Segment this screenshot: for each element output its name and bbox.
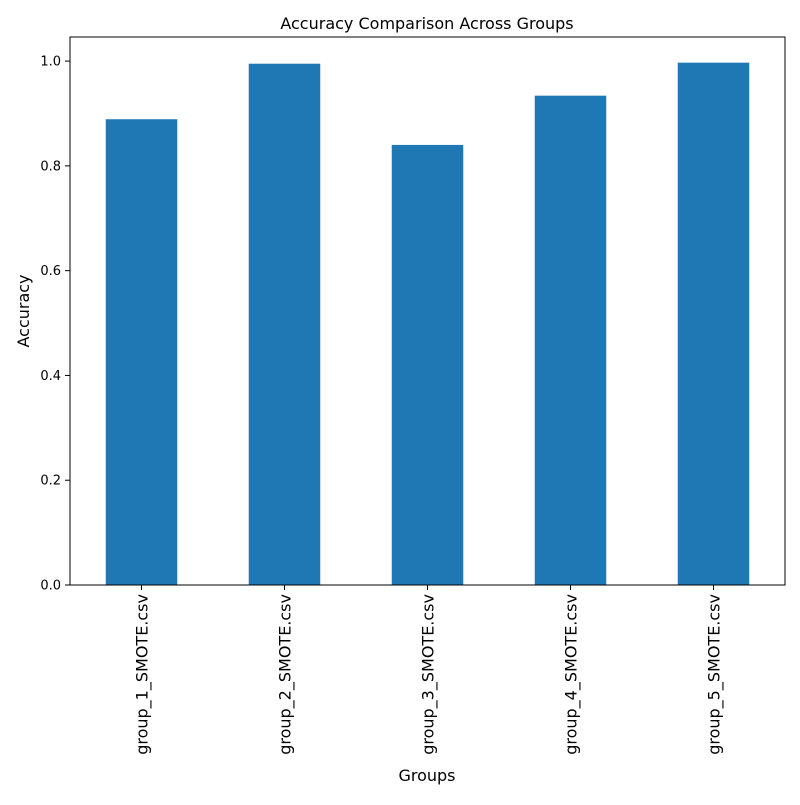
y-tick-label-2: 0.2 bbox=[40, 474, 61, 489]
y-tick-label-3: 0.4 bbox=[40, 369, 61, 384]
x-tick-label-1: group_1_SMOTE.csv bbox=[133, 594, 153, 755]
y-tick-label-6: 1.0 bbox=[40, 55, 61, 70]
y-axis-label: Accuracy bbox=[14, 274, 33, 347]
x-tick-label-3: group_3_SMOTE.csv bbox=[419, 594, 439, 755]
bar-2 bbox=[248, 63, 321, 586]
bar-1 bbox=[105, 119, 178, 585]
bar-4 bbox=[534, 95, 607, 586]
bar-5 bbox=[677, 62, 750, 586]
y-tick-label-5: 0.8 bbox=[40, 159, 61, 174]
x-tick-label-5: group_5_SMOTE.csv bbox=[705, 594, 725, 755]
x-axis-label: Groups bbox=[398, 766, 455, 785]
y-tick-label-4: 0.6 bbox=[40, 264, 61, 279]
chart-title: Accuracy Comparison Across Groups bbox=[280, 14, 573, 33]
x-axis-ticks: group_1_SMOTE.csv group_2_SMOTE.csv group_… bbox=[133, 585, 725, 755]
plot-frame bbox=[69, 36, 786, 586]
bar-3 bbox=[391, 144, 464, 586]
x-tick-label-2: group_2_SMOTE.csv bbox=[276, 594, 296, 755]
x-tick-label-4: group_4_SMOTE.csv bbox=[562, 594, 582, 755]
bars-group bbox=[105, 62, 750, 586]
y-tick-label-1: 0.0 bbox=[40, 579, 61, 594]
y-axis-ticks: 0.0 0.2 0.4 0.6 0.8 1.0 bbox=[40, 55, 70, 594]
